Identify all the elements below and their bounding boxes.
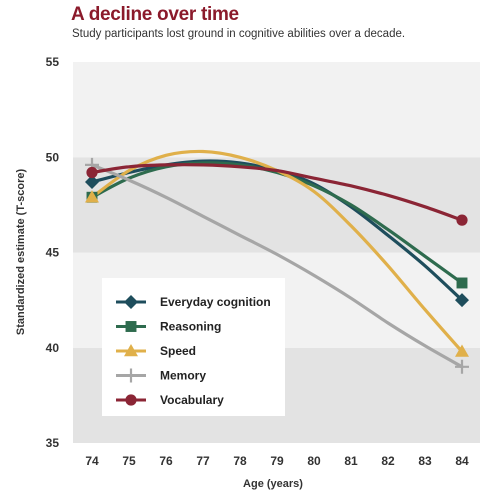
diamond-marker bbox=[455, 293, 469, 308]
legend-label: Speed bbox=[160, 344, 196, 358]
x-tick-label: 77 bbox=[196, 454, 210, 468]
legend-item: Speed bbox=[116, 344, 196, 358]
x-tick-label: 74 bbox=[85, 454, 99, 468]
legend-label: Memory bbox=[160, 369, 206, 383]
triangle-marker bbox=[124, 344, 138, 357]
chart-subtitle: Study participants lost ground in cognit… bbox=[72, 28, 406, 40]
series-markers bbox=[85, 157, 469, 374]
series-line bbox=[90, 163, 464, 369]
square-marker bbox=[125, 321, 137, 332]
x-tick-label: 76 bbox=[159, 454, 173, 468]
x-tick-label: 80 bbox=[307, 454, 321, 468]
x-tick-label: 82 bbox=[381, 454, 395, 468]
x-tick-label: 81 bbox=[344, 454, 358, 468]
x-tick-label: 83 bbox=[418, 454, 432, 468]
y-tick-label: 45 bbox=[46, 246, 60, 260]
plus-marker bbox=[124, 368, 138, 383]
triangle-marker bbox=[85, 190, 99, 203]
square-marker bbox=[456, 277, 468, 289]
circle-marker bbox=[125, 394, 137, 406]
y-tick-labels: 35 40 45 50 55 bbox=[46, 55, 60, 450]
diamond-marker bbox=[124, 295, 138, 309]
legend-label: Reasoning bbox=[160, 320, 221, 334]
x-tick-label: 78 bbox=[233, 454, 247, 468]
triangle-marker bbox=[455, 344, 469, 357]
legend-item: Vocabulary bbox=[116, 393, 224, 407]
y-tick-label: 40 bbox=[46, 341, 60, 355]
circle-marker bbox=[456, 214, 468, 226]
legend-label: Everyday cognition bbox=[160, 295, 271, 309]
legend-item: Memory bbox=[116, 368, 206, 383]
chart-title: A decline over time bbox=[71, 4, 239, 25]
x-tick-labels: 74 75 76 77 78 79 80 81 82 83 84 bbox=[85, 454, 469, 468]
series-line bbox=[90, 161, 464, 285]
legend-item: Everyday cognition bbox=[116, 295, 271, 309]
y-tick-label: 35 bbox=[46, 436, 60, 450]
legend: Everyday cognition Reasoning Speed Memory Vo… bbox=[102, 278, 285, 416]
plus-marker bbox=[455, 359, 469, 374]
series-lines bbox=[90, 149, 464, 369]
series-line bbox=[90, 163, 464, 222]
x-axis-label: Age (years) bbox=[243, 478, 303, 490]
legend-label: Vocabulary bbox=[160, 393, 224, 407]
y-tick-label: 50 bbox=[46, 150, 60, 164]
circle-marker bbox=[86, 166, 98, 179]
x-tick-label: 84 bbox=[455, 454, 469, 468]
grid-band bbox=[73, 62, 480, 158]
y-tick-label: 55 bbox=[46, 55, 60, 69]
diamond-marker bbox=[85, 175, 99, 190]
x-tick-label: 79 bbox=[270, 454, 284, 468]
x-tick-label: 75 bbox=[122, 454, 136, 468]
legend-item: Reasoning bbox=[116, 320, 221, 334]
y-axis-label: Standardized estimate (T-score) bbox=[15, 169, 27, 336]
